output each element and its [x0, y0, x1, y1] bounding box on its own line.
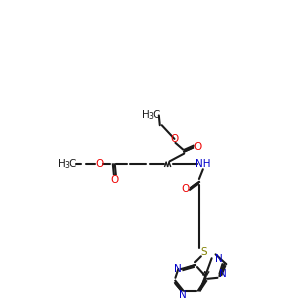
Text: S: S: [200, 248, 207, 257]
Text: N: N: [214, 254, 222, 264]
Text: N: N: [179, 290, 187, 300]
Text: H: H: [142, 110, 150, 120]
Text: N: N: [175, 264, 182, 274]
Text: O: O: [111, 175, 119, 185]
Text: C: C: [68, 159, 75, 169]
Text: O: O: [181, 184, 189, 194]
Text: 3: 3: [64, 161, 69, 170]
Text: H: H: [58, 159, 66, 169]
Text: O: O: [194, 142, 202, 152]
Text: O: O: [95, 159, 103, 169]
Text: C: C: [152, 110, 160, 120]
Text: NH: NH: [195, 159, 211, 169]
Text: O: O: [170, 134, 178, 144]
Text: 3: 3: [148, 112, 153, 121]
Text: N: N: [220, 269, 227, 279]
